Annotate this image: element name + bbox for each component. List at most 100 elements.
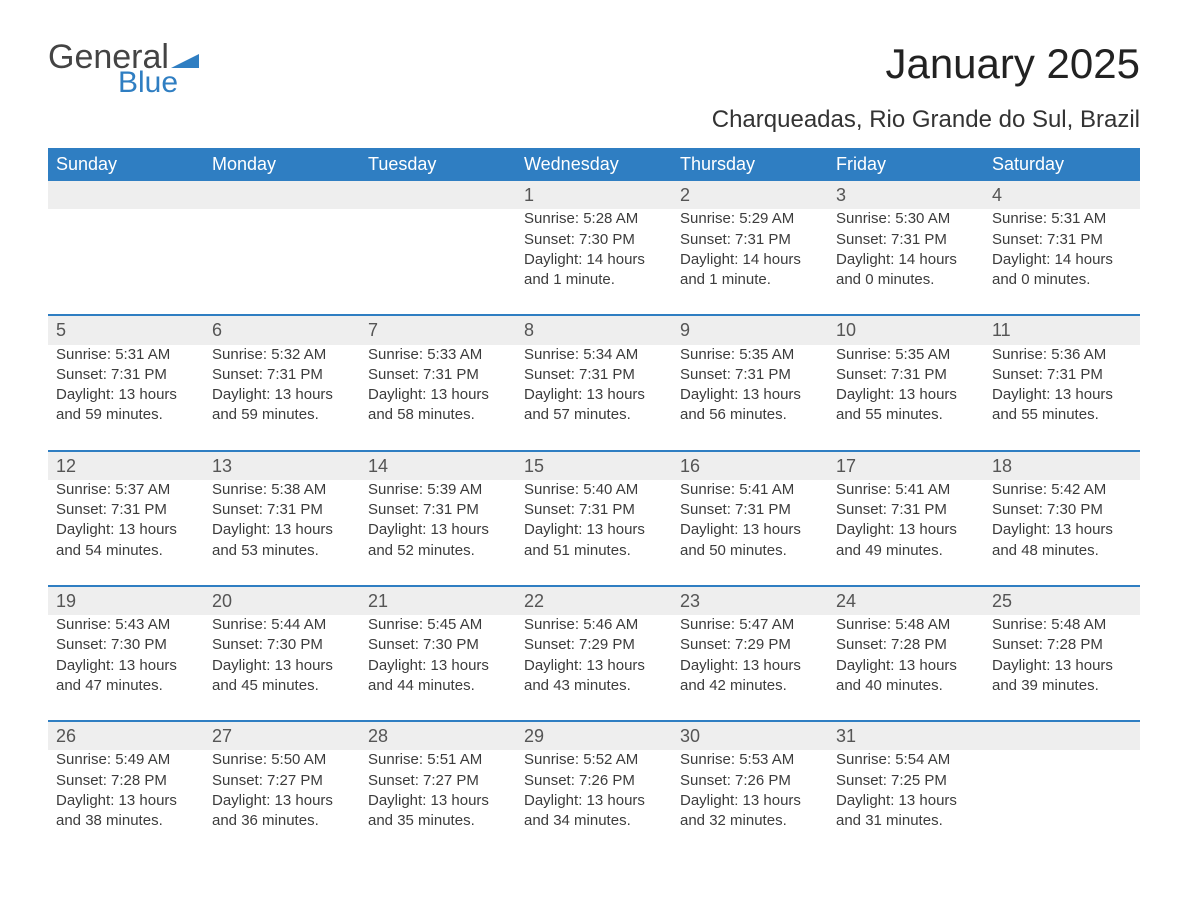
day-cell: Sunrise: 5:40 AMSunset: 7:31 PMDaylight:… (516, 480, 672, 586)
day-number: 4 (984, 181, 1140, 209)
day-number-row: 262728293031 (48, 721, 1140, 750)
day-number: 3 (828, 181, 984, 209)
day-cell: Sunrise: 5:51 AMSunset: 7:27 PMDaylight:… (360, 750, 516, 855)
day-number: 2 (672, 181, 828, 209)
empty-day-detail (984, 750, 1140, 855)
sunrise-line: Sunrise: 5:35 AM (680, 345, 820, 365)
flag-icon (171, 48, 199, 68)
empty-day-detail (48, 209, 204, 315)
daylight-line: Daylight: 14 hours and 1 minute. (524, 250, 664, 291)
sunrise-line: Sunrise: 5:53 AM (680, 750, 820, 770)
daylight-line: Daylight: 13 hours and 31 minutes. (836, 791, 976, 832)
daylight-line: Daylight: 13 hours and 36 minutes. (212, 791, 352, 832)
sunset-line: Sunset: 7:31 PM (368, 365, 508, 385)
sunrise-line: Sunrise: 5:43 AM (56, 615, 196, 635)
daylight-line: Daylight: 13 hours and 45 minutes. (212, 656, 352, 697)
day-cell: Sunrise: 5:34 AMSunset: 7:31 PMDaylight:… (516, 345, 672, 451)
logo: General Blue (48, 40, 199, 98)
daylight-line: Daylight: 13 hours and 38 minutes. (56, 791, 196, 832)
sunrise-line: Sunrise: 5:47 AM (680, 615, 820, 635)
daylight-line: Daylight: 14 hours and 0 minutes. (992, 250, 1132, 291)
day-cell: Sunrise: 5:47 AMSunset: 7:29 PMDaylight:… (672, 615, 828, 721)
sunrise-line: Sunrise: 5:51 AM (368, 750, 508, 770)
sunset-line: Sunset: 7:31 PM (680, 500, 820, 520)
daylight-line: Daylight: 13 hours and 50 minutes. (680, 520, 820, 561)
day-cell: Sunrise: 5:31 AMSunset: 7:31 PMDaylight:… (984, 209, 1140, 315)
daylight-line: Daylight: 13 hours and 59 minutes. (212, 385, 352, 426)
daylight-line: Daylight: 13 hours and 56 minutes. (680, 385, 820, 426)
sunset-line: Sunset: 7:31 PM (992, 365, 1132, 385)
day-cell: Sunrise: 5:53 AMSunset: 7:26 PMDaylight:… (672, 750, 828, 855)
day-cell: Sunrise: 5:48 AMSunset: 7:28 PMDaylight:… (984, 615, 1140, 721)
day-cell: Sunrise: 5:43 AMSunset: 7:30 PMDaylight:… (48, 615, 204, 721)
day-number: 15 (516, 451, 672, 480)
day-cell: Sunrise: 5:45 AMSunset: 7:30 PMDaylight:… (360, 615, 516, 721)
location: Charqueadas, Rio Grande do Sul, Brazil (712, 106, 1140, 134)
day-cell: Sunrise: 5:37 AMSunset: 7:31 PMDaylight:… (48, 480, 204, 586)
sunset-line: Sunset: 7:26 PM (524, 771, 664, 791)
sunset-line: Sunset: 7:31 PM (212, 365, 352, 385)
day-number: 19 (48, 586, 204, 615)
header: General Blue January 2025 Charqueadas, R… (48, 40, 1140, 134)
sunset-line: Sunset: 7:31 PM (680, 365, 820, 385)
day-number: 22 (516, 586, 672, 615)
sunset-line: Sunset: 7:29 PM (680, 635, 820, 655)
day-cell: Sunrise: 5:42 AMSunset: 7:30 PMDaylight:… (984, 480, 1140, 586)
day-cell: Sunrise: 5:50 AMSunset: 7:27 PMDaylight:… (204, 750, 360, 855)
sunrise-line: Sunrise: 5:28 AM (524, 209, 664, 229)
sunset-line: Sunset: 7:31 PM (368, 500, 508, 520)
day-detail-row: Sunrise: 5:28 AMSunset: 7:30 PMDaylight:… (48, 209, 1140, 315)
day-number: 7 (360, 315, 516, 344)
sunrise-line: Sunrise: 5:29 AM (680, 209, 820, 229)
day-number-row: 567891011 (48, 315, 1140, 344)
daylight-line: Daylight: 13 hours and 51 minutes. (524, 520, 664, 561)
sunrise-line: Sunrise: 5:49 AM (56, 750, 196, 770)
daylight-line: Daylight: 13 hours and 40 minutes. (836, 656, 976, 697)
sunset-line: Sunset: 7:30 PM (524, 230, 664, 250)
empty-day-number (48, 181, 204, 209)
daylight-line: Daylight: 13 hours and 43 minutes. (524, 656, 664, 697)
day-number: 23 (672, 586, 828, 615)
day-cell: Sunrise: 5:49 AMSunset: 7:28 PMDaylight:… (48, 750, 204, 855)
day-number: 10 (828, 315, 984, 344)
day-number: 9 (672, 315, 828, 344)
daylight-line: Daylight: 13 hours and 57 minutes. (524, 385, 664, 426)
sunrise-line: Sunrise: 5:40 AM (524, 480, 664, 500)
sunrise-line: Sunrise: 5:48 AM (836, 615, 976, 635)
daylight-line: Daylight: 13 hours and 39 minutes. (992, 656, 1132, 697)
day-cell: Sunrise: 5:36 AMSunset: 7:31 PMDaylight:… (984, 345, 1140, 451)
weekday-header-row: SundayMondayTuesdayWednesdayThursdayFrid… (48, 148, 1140, 181)
sunrise-line: Sunrise: 5:36 AM (992, 345, 1132, 365)
sunset-line: Sunset: 7:30 PM (212, 635, 352, 655)
daylight-line: Daylight: 13 hours and 54 minutes. (56, 520, 196, 561)
sunrise-line: Sunrise: 5:35 AM (836, 345, 976, 365)
sunset-line: Sunset: 7:31 PM (836, 230, 976, 250)
day-cell: Sunrise: 5:30 AMSunset: 7:31 PMDaylight:… (828, 209, 984, 315)
sunrise-line: Sunrise: 5:41 AM (680, 480, 820, 500)
sunrise-line: Sunrise: 5:42 AM (992, 480, 1132, 500)
day-number: 26 (48, 721, 204, 750)
sunrise-line: Sunrise: 5:41 AM (836, 480, 976, 500)
calendar-table: SundayMondayTuesdayWednesdayThursdayFrid… (48, 148, 1140, 855)
day-number: 8 (516, 315, 672, 344)
day-cell: Sunrise: 5:33 AMSunset: 7:31 PMDaylight:… (360, 345, 516, 451)
day-cell: Sunrise: 5:38 AMSunset: 7:31 PMDaylight:… (204, 480, 360, 586)
day-number: 16 (672, 451, 828, 480)
weekday-header: Saturday (984, 148, 1140, 181)
day-number: 28 (360, 721, 516, 750)
sunset-line: Sunset: 7:27 PM (212, 771, 352, 791)
daylight-line: Daylight: 13 hours and 48 minutes. (992, 520, 1132, 561)
sunrise-line: Sunrise: 5:46 AM (524, 615, 664, 635)
day-cell: Sunrise: 5:54 AMSunset: 7:25 PMDaylight:… (828, 750, 984, 855)
sunset-line: Sunset: 7:27 PM (368, 771, 508, 791)
sunset-line: Sunset: 7:28 PM (56, 771, 196, 791)
sunrise-line: Sunrise: 5:33 AM (368, 345, 508, 365)
month-title: January 2025 (712, 40, 1140, 88)
day-number: 29 (516, 721, 672, 750)
sunrise-line: Sunrise: 5:50 AM (212, 750, 352, 770)
daylight-line: Daylight: 13 hours and 55 minutes. (992, 385, 1132, 426)
day-number: 25 (984, 586, 1140, 615)
sunset-line: Sunset: 7:30 PM (56, 635, 196, 655)
sunset-line: Sunset: 7:25 PM (836, 771, 976, 791)
sunset-line: Sunset: 7:26 PM (680, 771, 820, 791)
